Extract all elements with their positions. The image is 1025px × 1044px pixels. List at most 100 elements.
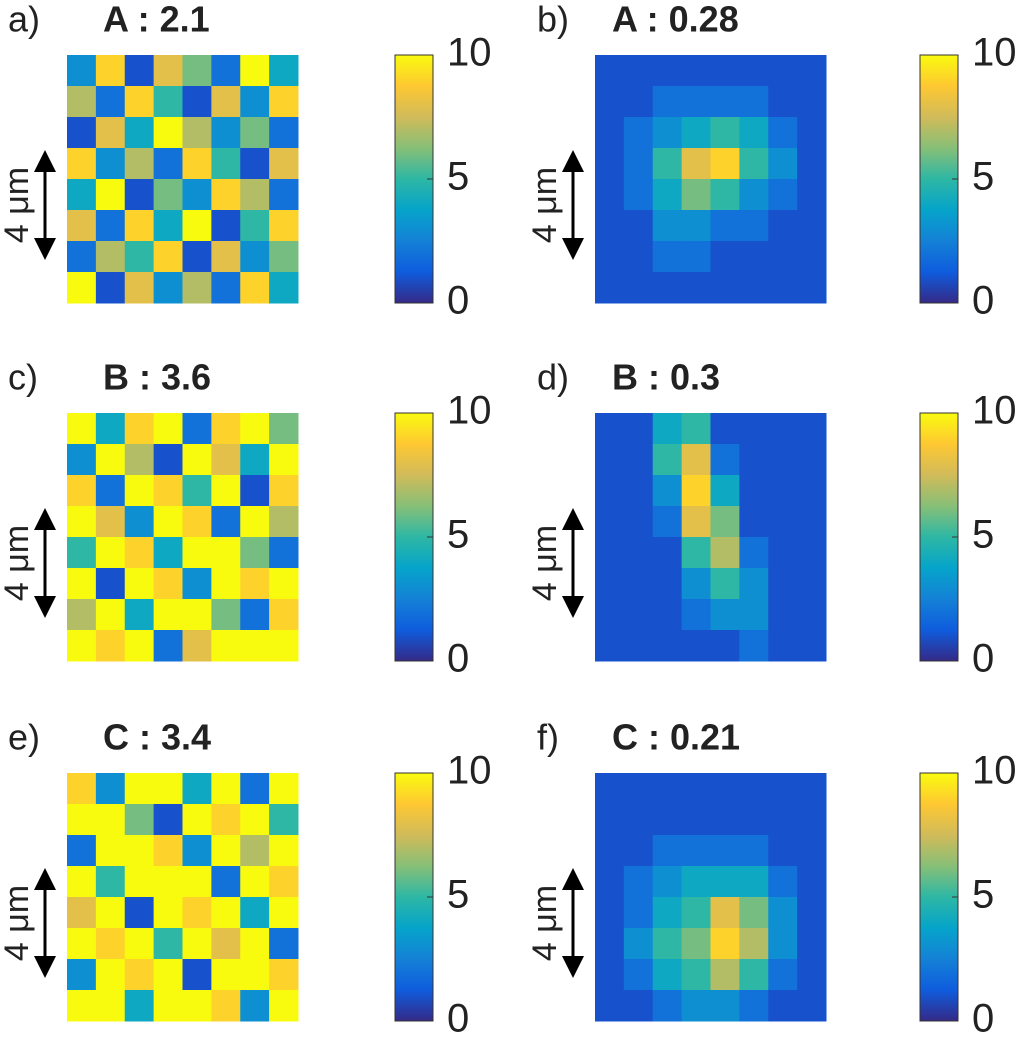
panel-label: a) [8,0,40,40]
heatmap-cell [153,117,183,149]
heatmap-cell [153,897,183,929]
heatmap-cell [240,272,270,304]
scale-arrow [34,596,56,618]
heatmap-cell [153,990,183,1022]
heatmap-cell [95,568,126,600]
panel-label: e) [8,717,40,758]
heatmap-cell [95,117,126,149]
heatmap-cell [67,272,97,304]
heatmap-cell [595,272,625,304]
heatmap-cell [710,179,740,211]
heatmap-cell [211,475,241,507]
heatmap-cell [623,272,654,304]
heatmap-cell [211,117,241,149]
heatmap-cell [623,86,654,118]
heatmap-cell [681,475,711,507]
heatmap-cell [240,835,270,867]
heatmap-cell [623,835,654,867]
heatmap-cell [739,599,769,631]
heatmap-cell [269,117,299,149]
heatmap-cell [124,444,155,476]
heatmap-cell [623,444,654,476]
heatmap-cell [710,241,740,273]
colorbar [919,54,959,304]
scale-arrow [562,868,584,890]
heatmap-cell [768,897,798,929]
heatmap-cell [182,210,212,242]
heatmap-cell [67,506,97,538]
heatmap-cell [67,537,97,569]
heatmap-cell [623,866,654,898]
heatmap-cell [182,804,212,836]
heatmap-cell [710,599,740,631]
heatmap-cell [153,413,183,445]
heatmap-cell [124,959,155,991]
heatmap-cell [124,148,155,180]
heatmap-cell [269,55,299,87]
heatmap-cell [124,241,155,273]
heatmap-cell [652,990,683,1022]
heatmap-cell [797,475,827,507]
heatmap-cell [240,897,270,929]
heatmap-cell [797,117,827,149]
panel-title: B : 0.3 [612,357,720,398]
heatmap-cell [182,272,212,304]
heatmap-cell [595,599,625,631]
heatmap-cell [124,475,155,507]
heatmap-cell [681,117,711,149]
heatmap-cell [67,179,97,211]
heatmap-cell [652,959,683,991]
heatmap-cell [768,866,798,898]
heatmap-cell [67,835,97,867]
heatmap-cell [768,86,798,118]
heatmap-cell [681,55,711,87]
heatmap-cell [153,475,183,507]
heatmap-cell [67,86,97,118]
heatmap-cell [797,537,827,569]
heatmap-cell [67,897,97,929]
heatmap-cell [95,506,126,538]
heatmap-cell [67,55,97,87]
heatmap-cell [182,866,212,898]
heatmap-cell [681,897,711,929]
heatmap-cell [211,148,241,180]
heatmap-cell [681,835,711,867]
heatmap-cell [623,959,654,991]
heatmap-cell [595,804,625,836]
heatmap-cell [739,568,769,600]
heatmap-cell [153,148,183,180]
heatmap-cell [182,506,212,538]
heatmap-cell [595,179,625,211]
heatmap-cell [652,897,683,929]
heatmap-cell [95,804,126,836]
heatmap-cell [739,475,769,507]
heatmap-cell [124,537,155,569]
heatmap-cell [710,897,740,929]
heatmap-cell [739,630,769,662]
heatmap-cell [710,444,740,476]
scale-arrow [562,956,584,978]
heatmap-cell [739,835,769,867]
heatmap-cell [240,990,270,1022]
heatmap-cell [182,990,212,1022]
heatmap-cell [269,773,299,805]
heatmap-cell [211,55,241,87]
scale-arrow [34,150,56,172]
colorbar-tick-label: 10 [972,389,1017,433]
heatmap-cell [182,537,212,569]
heatmap-cell [124,599,155,631]
heatmap-cell [124,179,155,211]
heatmap-cell [211,241,241,273]
heatmap-cell [797,959,827,991]
heatmap-cell [739,241,769,273]
heatmap-cell [95,599,126,631]
heatmap-cell [797,866,827,898]
heatmap-cell [710,537,740,569]
heatmap-cell [652,804,683,836]
heatmap-cell [182,413,212,445]
panel-label: d) [537,357,569,398]
colorbar-tick-label: 0 [447,637,469,681]
heatmap-cell [623,804,654,836]
colorbar-tick-label: 0 [447,997,469,1039]
heatmap-cell [153,537,183,569]
